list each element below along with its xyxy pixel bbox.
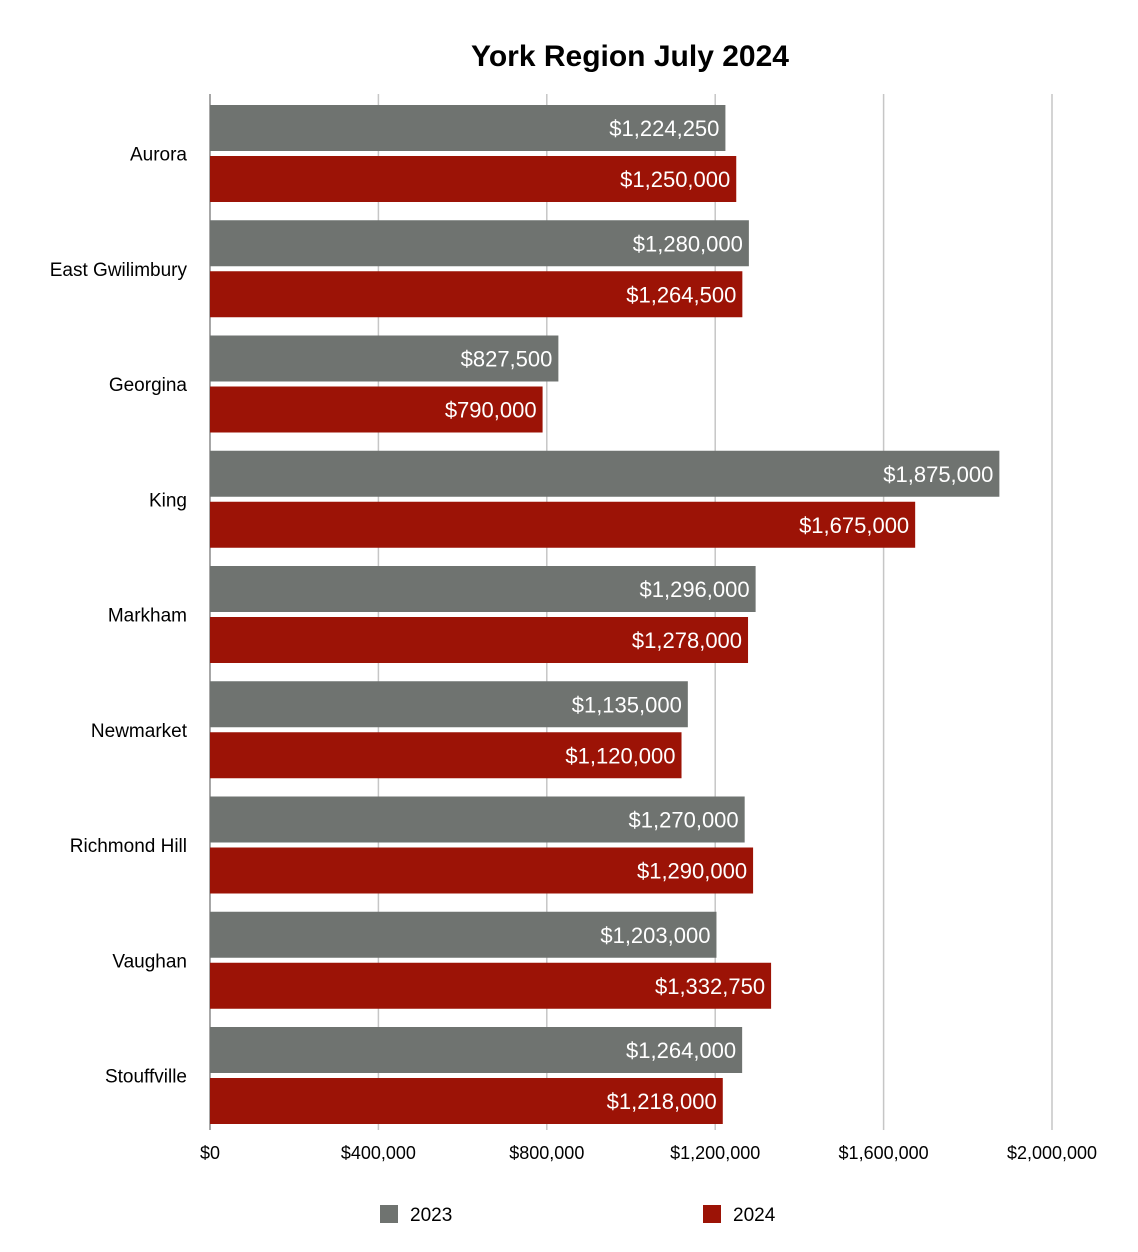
- category-label: Richmond Hill: [70, 836, 187, 857]
- data-label: $1,264,500: [626, 282, 736, 307]
- legend-swatch: [380, 1205, 398, 1223]
- x-tick-label: $400,000: [341, 1143, 416, 1163]
- data-label: $1,290,000: [637, 859, 747, 884]
- bar-2024-king: [210, 501, 916, 548]
- bar-2023-markham: [210, 566, 756, 612]
- category-label: Georgina: [109, 375, 188, 396]
- data-label: $1,278,000: [632, 628, 742, 653]
- bar-2023-newmarket: [210, 681, 688, 728]
- bar-2024-newmarket: [210, 732, 682, 779]
- bar-2024-aurora: [210, 156, 737, 202]
- category-label: Markham: [108, 606, 187, 627]
- bar-2024-east-gwilimbury: [210, 271, 743, 318]
- bar-2023-georgina: [210, 335, 559, 382]
- category-label: Vaughan: [112, 951, 187, 972]
- data-label: $1,264,000: [626, 1038, 736, 1063]
- data-label: $1,332,750: [655, 974, 765, 999]
- bars: $1,224,250 $1,250,000 $1,280,000 $1,264,500…: [210, 105, 1000, 1124]
- legend: 2023 2024: [380, 1205, 776, 1226]
- bar-2024-richmond-hill: [210, 847, 754, 894]
- data-label: $790,000: [445, 398, 537, 423]
- bar-2023-stouffville: [210, 1027, 743, 1073]
- chart-title: York Region July 2024: [471, 40, 789, 73]
- x-tick-label: $1,200,000: [670, 1143, 760, 1163]
- category-label: East Gwilimbury: [50, 260, 188, 281]
- bar-2023-east-gwilimbury: [210, 220, 749, 267]
- x-axis-tick-labels: $0 $400,000 $800,000 $1,200,000 $1,600,000 $2…: [200, 1143, 1097, 1163]
- data-label: $1,296,000: [640, 577, 750, 602]
- bar-2023-richmond-hill: [210, 796, 745, 843]
- bar-2023-king: [210, 450, 1000, 497]
- bar-2023-aurora: [210, 105, 726, 151]
- data-label: $1,270,000: [629, 808, 739, 833]
- data-label: $1,224,250: [609, 116, 719, 141]
- x-tick-label: $2,000,000: [1007, 1143, 1097, 1163]
- category-labels: Aurora East Gwilimbury Georgina King Markham…: [50, 145, 188, 1088]
- data-label: $1,875,000: [883, 462, 993, 487]
- x-tick-label: $800,000: [509, 1143, 584, 1163]
- legend-swatch: [703, 1205, 721, 1223]
- data-label: $1,120,000: [565, 743, 675, 768]
- data-label: $1,135,000: [572, 692, 682, 717]
- legend-label: 2024: [733, 1205, 776, 1226]
- bar-2024-georgina: [210, 386, 543, 433]
- bar-2024-stouffville: [210, 1078, 723, 1124]
- category-label: Aurora: [130, 145, 187, 166]
- x-tick-label: $0: [200, 1143, 220, 1163]
- category-label: Newmarket: [91, 721, 188, 742]
- x-tick-label: $1,600,000: [839, 1143, 929, 1163]
- data-label: $1,250,000: [620, 167, 730, 192]
- bar-2024-markham: [210, 617, 749, 663]
- category-label: King: [149, 490, 187, 511]
- data-label: $1,675,000: [799, 513, 909, 538]
- bar-2023-vaughan: [210, 911, 717, 958]
- data-label: $1,280,000: [633, 231, 743, 256]
- legend-label: 2023: [410, 1205, 452, 1226]
- bar-2024-vaughan: [210, 962, 772, 1009]
- data-label: $1,203,000: [600, 923, 710, 948]
- category-label: Stouffville: [105, 1067, 187, 1088]
- data-label: $1,218,000: [607, 1089, 717, 1114]
- data-label: $827,500: [461, 347, 553, 372]
